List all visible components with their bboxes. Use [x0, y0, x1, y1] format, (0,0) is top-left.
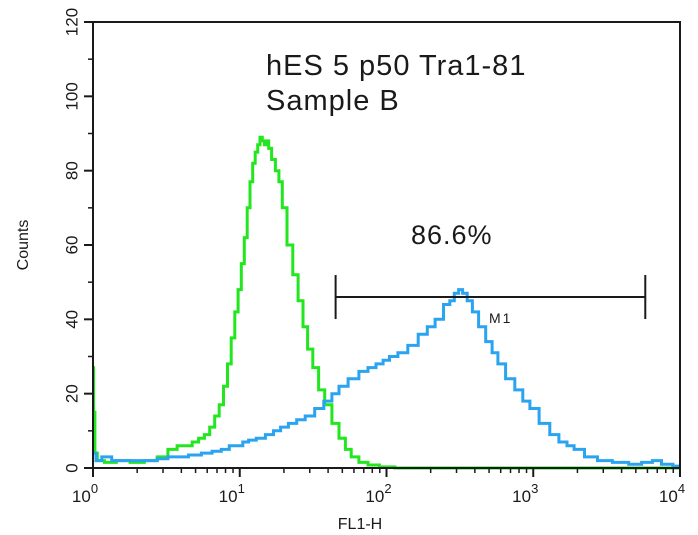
x-tick-label: 101 — [219, 481, 245, 506]
ticks-layer — [84, 21, 681, 477]
y-tick-labels: 0 20 40 60 80 100 120 — [62, 8, 81, 473]
marker-label: M1 — [489, 310, 512, 326]
y-axis-title: Counts — [15, 220, 32, 271]
x-tick-label: 103 — [512, 481, 538, 506]
y-tick-label: 0 — [62, 463, 81, 472]
y-tick-label: 60 — [62, 236, 81, 255]
x-axis-title: FL1-H — [338, 516, 382, 533]
marker-percent-label: 86.6% — [411, 220, 493, 250]
x-tick-label: 100 — [72, 481, 98, 506]
x-tick-label: 104 — [659, 481, 685, 506]
annotation-line-1: hES 5 p50 Tra1-81 — [266, 50, 526, 82]
y-tick-label: 100 — [62, 82, 81, 110]
annotation-line-2: Sample B — [266, 85, 400, 117]
marker-m1: M1 86.6% — [334, 220, 647, 326]
y-tick-label: 40 — [62, 310, 81, 329]
series-2-histogram — [93, 288, 680, 468]
x-tick-labels: 100 101 102 103 104 — [72, 481, 685, 506]
series-layer — [92, 135, 680, 470]
y-tick-label: 80 — [62, 161, 81, 180]
y-tick-label: 120 — [62, 8, 81, 36]
x-tick-label: 102 — [365, 481, 391, 506]
y-tick-label: 20 — [62, 384, 81, 403]
series-1-histogram — [92, 135, 680, 470]
